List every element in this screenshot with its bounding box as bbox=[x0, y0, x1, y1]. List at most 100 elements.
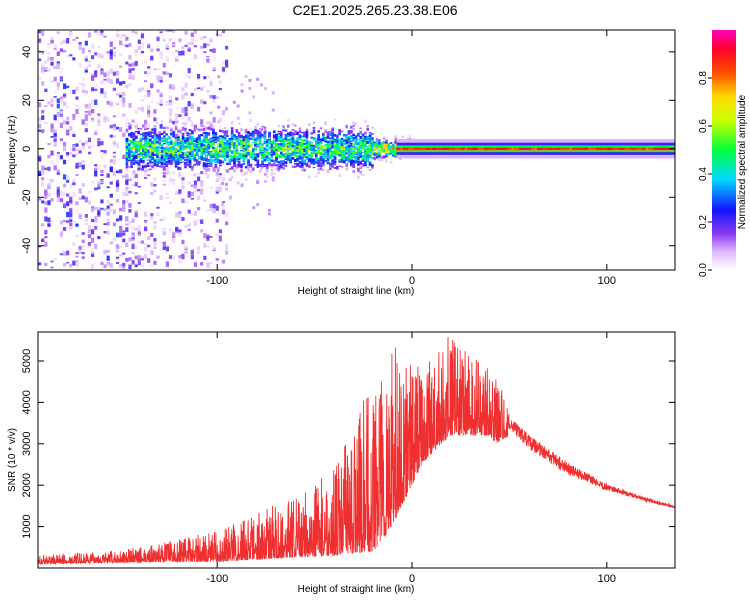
spectrogram-cell bbox=[128, 178, 132, 181]
spectrogram-cell bbox=[214, 132, 218, 136]
spectrogram-cell bbox=[214, 151, 218, 154]
spectrogram-cell bbox=[385, 147, 388, 151]
spectrogram-cell bbox=[242, 145, 246, 148]
spectrogram-cell bbox=[354, 135, 358, 139]
spectrogram-cell bbox=[196, 246, 201, 251]
spectrogram-cell bbox=[244, 167, 248, 169]
spectrogram-cell bbox=[240, 89, 244, 93]
spectrogram-cell bbox=[78, 45, 82, 50]
spectrogram-cell bbox=[345, 167, 348, 171]
spectrogram-cell bbox=[225, 130, 229, 134]
spectrogram-cell bbox=[84, 196, 88, 199]
spectrogram-cell bbox=[223, 131, 227, 136]
spectrogram-cell bbox=[252, 95, 256, 99]
spectrogram-cell bbox=[254, 137, 257, 140]
spectrogram-cell bbox=[146, 144, 150, 146]
spectrogram-cell bbox=[190, 121, 194, 125]
spectrogram-cell bbox=[298, 149, 302, 152]
spectrogram-cell bbox=[202, 138, 206, 142]
spectrogram-cell bbox=[196, 176, 201, 182]
spectrogram-cell bbox=[137, 39, 141, 44]
spectrogram-cell bbox=[263, 156, 267, 158]
spectrogram-cell bbox=[159, 31, 163, 34]
spectrogram-cell bbox=[361, 136, 365, 140]
spectrogram-cell bbox=[44, 167, 48, 171]
spectrogram-cell bbox=[190, 165, 194, 168]
spectrogram-cell bbox=[291, 128, 295, 131]
spectrogram-cell bbox=[196, 251, 201, 254]
spectrogram-cell bbox=[87, 145, 92, 149]
spectrogram-cell bbox=[97, 164, 101, 169]
spectrogram-cell bbox=[329, 139, 332, 143]
spectrogram-cell bbox=[256, 153, 260, 157]
spectrogram-cell bbox=[112, 209, 117, 215]
spectrogram-cell bbox=[100, 70, 104, 75]
spectrogram-cell bbox=[178, 229, 182, 234]
spectrogram-cell bbox=[142, 132, 145, 136]
carrier-line-cell bbox=[530, 147, 535, 150]
spectrogram-cell bbox=[218, 184, 222, 187]
spectrogram-cell bbox=[329, 130, 332, 134]
spectrogram-cell bbox=[184, 165, 187, 169]
spectrogram-cell bbox=[122, 44, 126, 47]
spectrogram-cell bbox=[193, 148, 197, 151]
spectrogram-cell bbox=[90, 55, 95, 60]
spectrogram-cell bbox=[261, 147, 264, 149]
spectrogram-cell bbox=[134, 256, 138, 259]
spectrogram-cell bbox=[359, 145, 363, 149]
spectrogram-cell bbox=[333, 148, 337, 151]
spectrogram-cell bbox=[359, 147, 363, 150]
spectrogram-cell bbox=[382, 136, 386, 141]
spectrogram-cell bbox=[343, 160, 346, 164]
spectrogram-cell bbox=[187, 228, 191, 232]
spectrogram-cell bbox=[144, 153, 147, 156]
spectrogram-cell bbox=[128, 237, 132, 242]
spectrogram-cell bbox=[305, 147, 309, 152]
y-axis-title: Frequency (Hz) bbox=[7, 116, 18, 185]
spectrogram-cell bbox=[196, 219, 201, 221]
spectrogram-cell bbox=[59, 253, 64, 256]
spectrogram-cell bbox=[119, 98, 123, 104]
spectrogram-cell bbox=[179, 139, 183, 143]
spectrogram-cell bbox=[47, 217, 51, 223]
spectrogram-cell bbox=[392, 154, 395, 157]
spectrogram-cell bbox=[338, 150, 341, 155]
spectrogram-cell bbox=[139, 151, 143, 154]
spectrogram-cell bbox=[293, 153, 297, 157]
spectrogram-cell bbox=[338, 139, 341, 142]
spectrogram-cell bbox=[263, 131, 267, 134]
spectrogram-cell bbox=[103, 250, 107, 255]
spectrogram-cell bbox=[163, 140, 166, 143]
spectrogram-cell bbox=[230, 138, 234, 143]
spectrogram-cell bbox=[53, 141, 57, 146]
spectrogram-cell bbox=[190, 103, 194, 109]
spectrogram-cell bbox=[184, 131, 188, 134]
spectrogram-cell bbox=[230, 129, 234, 132]
spectrogram-cell bbox=[41, 177, 45, 181]
spectrogram-cell bbox=[188, 143, 192, 148]
spectrogram-cell bbox=[193, 220, 198, 226]
spectrogram-cell bbox=[69, 209, 73, 215]
spectrogram-cell bbox=[87, 228, 92, 234]
spectrogram-cell bbox=[195, 152, 199, 156]
spectrogram-cell bbox=[127, 146, 131, 150]
spectrogram-cell bbox=[87, 32, 92, 38]
spectrogram-cell bbox=[119, 263, 123, 268]
spectrogram-cell bbox=[137, 88, 141, 93]
y-axis-title: SNR (10 * v/v) bbox=[7, 428, 18, 492]
spectrogram-cell bbox=[134, 192, 138, 195]
spectrogram-cell bbox=[359, 135, 363, 139]
spectrogram-cell bbox=[179, 129, 183, 134]
spectrogram-cell bbox=[350, 151, 353, 154]
spectrogram-cell bbox=[291, 150, 295, 153]
spectrogram-cell bbox=[159, 53, 163, 56]
spectrogram-cell bbox=[343, 154, 346, 157]
spectrogram-cell bbox=[217, 120, 221, 124]
spectrogram-cell bbox=[242, 172, 246, 177]
spectrogram-cell bbox=[375, 137, 379, 142]
spectrogram-cell bbox=[151, 146, 154, 149]
spectrogram-cell bbox=[115, 218, 120, 222]
spectrogram-cell bbox=[128, 220, 132, 225]
spectrogram-cell bbox=[275, 151, 278, 154]
spectrogram-cell bbox=[272, 140, 276, 145]
